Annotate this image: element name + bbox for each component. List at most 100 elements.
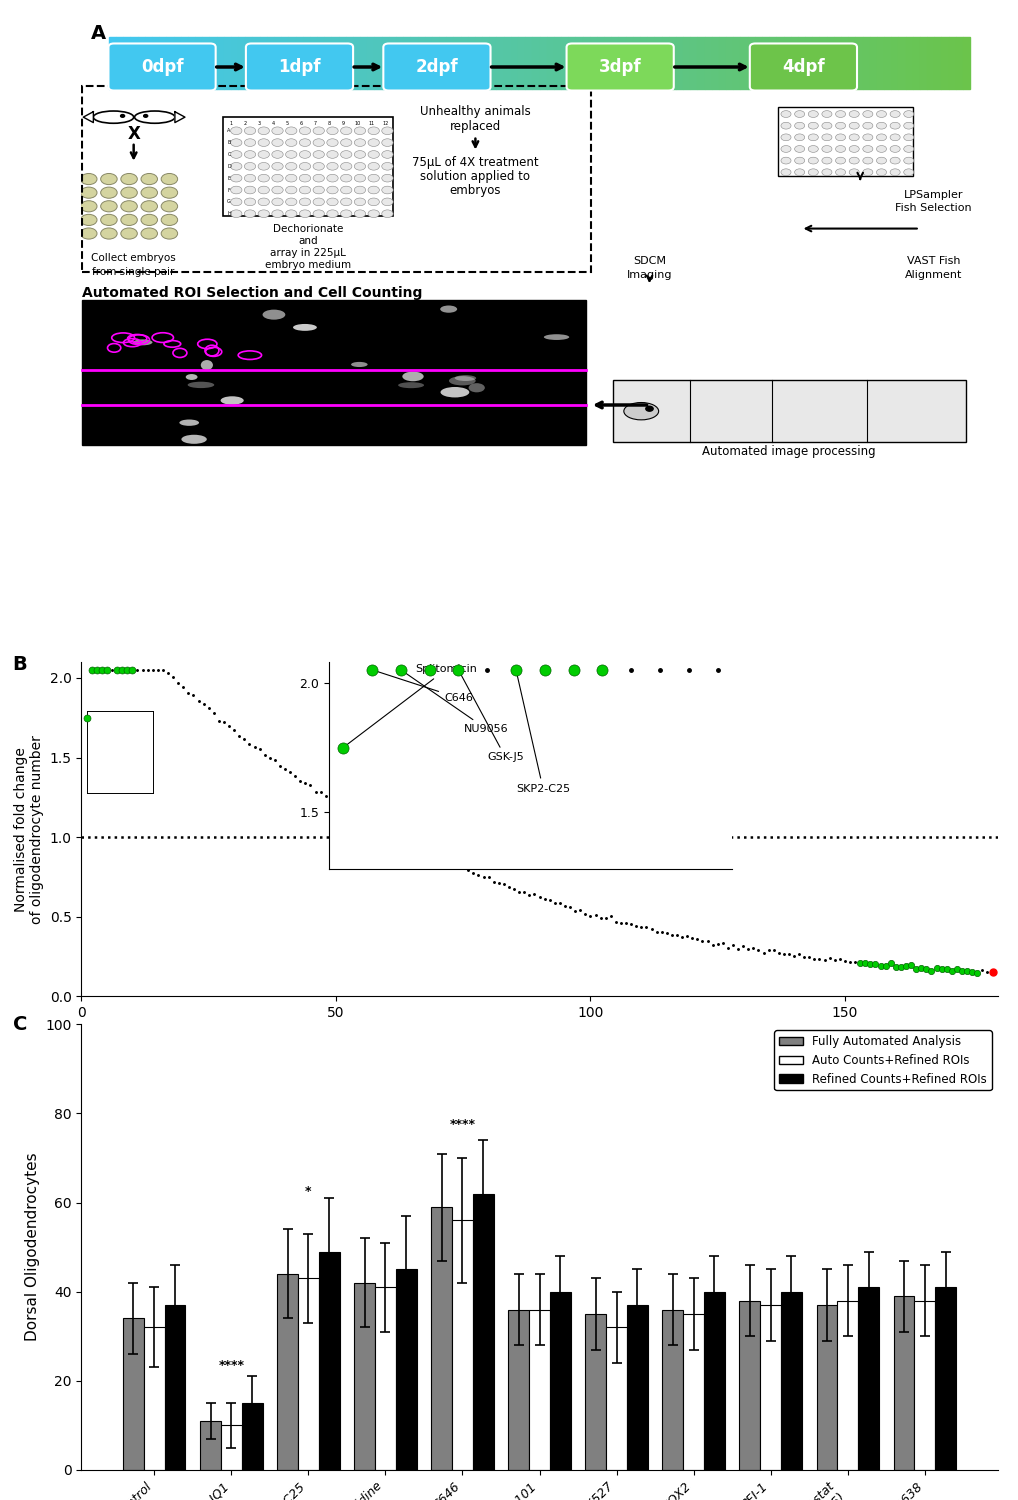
Polygon shape xyxy=(475,36,483,90)
Text: 75μL of 4X treatment: 75μL of 4X treatment xyxy=(412,156,539,168)
Circle shape xyxy=(808,170,818,176)
Polygon shape xyxy=(575,36,582,90)
Polygon shape xyxy=(841,36,848,90)
Circle shape xyxy=(101,188,117,198)
Circle shape xyxy=(272,150,283,159)
Polygon shape xyxy=(726,36,733,90)
Circle shape xyxy=(244,140,256,147)
Circle shape xyxy=(140,201,158,211)
Polygon shape xyxy=(116,36,123,90)
Circle shape xyxy=(231,162,242,170)
Bar xyxy=(354,1282,375,1470)
Circle shape xyxy=(341,210,352,218)
Text: A: A xyxy=(227,129,231,134)
Circle shape xyxy=(808,146,818,153)
Circle shape xyxy=(299,162,310,170)
Polygon shape xyxy=(532,36,540,90)
Circle shape xyxy=(299,150,310,159)
Circle shape xyxy=(369,198,380,206)
Ellipse shape xyxy=(544,334,569,340)
Circle shape xyxy=(314,174,325,182)
Bar xyxy=(894,1296,914,1470)
Circle shape xyxy=(259,210,270,218)
Polygon shape xyxy=(655,36,662,90)
Circle shape xyxy=(382,140,393,147)
Circle shape xyxy=(863,134,872,141)
Polygon shape xyxy=(855,36,862,90)
Circle shape xyxy=(863,146,872,153)
Polygon shape xyxy=(812,36,819,90)
Circle shape xyxy=(120,114,124,117)
Bar xyxy=(781,1292,802,1470)
Circle shape xyxy=(314,210,325,218)
Polygon shape xyxy=(920,36,927,90)
Polygon shape xyxy=(332,36,339,90)
Text: 10: 10 xyxy=(354,122,360,126)
Bar xyxy=(241,1402,263,1470)
Ellipse shape xyxy=(181,435,207,444)
Polygon shape xyxy=(518,36,525,90)
Text: Alignment: Alignment xyxy=(905,270,962,280)
Polygon shape xyxy=(568,36,575,90)
Polygon shape xyxy=(697,36,704,90)
Circle shape xyxy=(299,174,310,182)
FancyBboxPatch shape xyxy=(246,44,353,90)
Polygon shape xyxy=(899,36,906,90)
Bar xyxy=(201,1420,221,1470)
Circle shape xyxy=(904,158,914,164)
Bar xyxy=(613,380,965,442)
Circle shape xyxy=(259,140,270,147)
Text: F: F xyxy=(228,188,230,192)
Circle shape xyxy=(341,150,352,159)
Circle shape xyxy=(341,186,352,194)
Text: B: B xyxy=(12,656,27,675)
Circle shape xyxy=(231,198,242,206)
Polygon shape xyxy=(460,36,467,90)
Circle shape xyxy=(140,214,158,225)
Polygon shape xyxy=(640,36,647,90)
Ellipse shape xyxy=(468,382,485,393)
Circle shape xyxy=(836,111,846,117)
Text: A: A xyxy=(91,24,106,44)
Ellipse shape xyxy=(402,372,423,381)
Circle shape xyxy=(121,188,137,198)
Circle shape xyxy=(369,140,380,147)
Circle shape xyxy=(849,134,859,141)
Text: Automated image processing: Automated image processing xyxy=(702,446,875,458)
Polygon shape xyxy=(231,36,238,90)
Ellipse shape xyxy=(398,382,425,388)
Circle shape xyxy=(259,128,270,135)
Text: 7: 7 xyxy=(314,122,317,126)
Circle shape xyxy=(286,198,297,206)
Circle shape xyxy=(795,134,804,141)
Polygon shape xyxy=(626,36,633,90)
Text: C: C xyxy=(227,152,231,157)
Bar xyxy=(221,1425,241,1470)
Ellipse shape xyxy=(134,111,175,123)
Ellipse shape xyxy=(179,420,200,426)
Circle shape xyxy=(863,170,872,176)
Polygon shape xyxy=(834,36,841,90)
Circle shape xyxy=(286,174,297,182)
Text: Fish Selection: Fish Selection xyxy=(895,202,972,213)
Circle shape xyxy=(822,170,832,176)
Polygon shape xyxy=(346,36,353,90)
Circle shape xyxy=(836,123,846,129)
Polygon shape xyxy=(619,36,626,90)
Bar xyxy=(606,1328,627,1470)
Polygon shape xyxy=(848,36,855,90)
Circle shape xyxy=(876,123,887,129)
Bar xyxy=(82,86,590,272)
Circle shape xyxy=(244,150,256,159)
Bar xyxy=(452,1221,473,1470)
Text: 11: 11 xyxy=(369,122,375,126)
Polygon shape xyxy=(217,36,224,90)
Text: solution applied to: solution applied to xyxy=(420,170,530,183)
Polygon shape xyxy=(669,36,676,90)
Circle shape xyxy=(890,158,900,164)
Circle shape xyxy=(822,146,832,153)
Legend: Fully Automated Analysis, Auto Counts+Refined ROIs, Refined Counts+Refined ROIs: Fully Automated Analysis, Auto Counts+Re… xyxy=(775,1030,992,1090)
Circle shape xyxy=(341,162,352,170)
Circle shape xyxy=(259,198,270,206)
Text: embryo medium: embryo medium xyxy=(265,260,351,270)
